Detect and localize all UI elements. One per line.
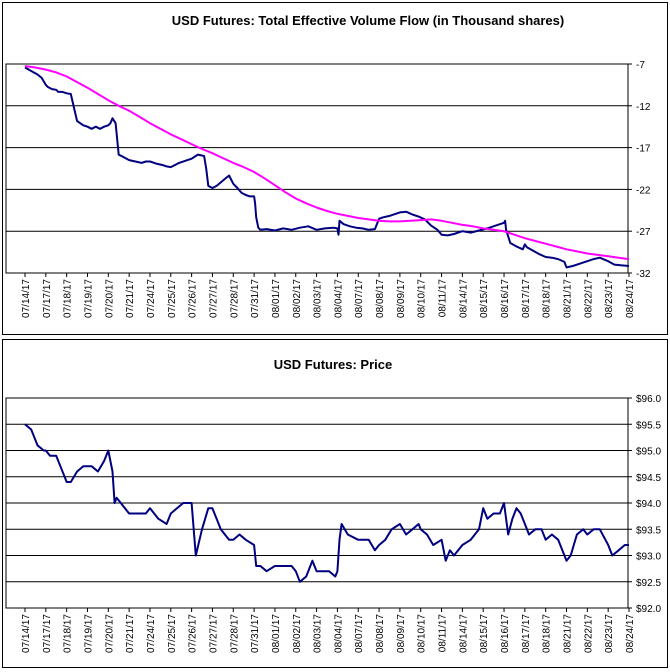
volume-flow-chart: USD Futures: Total Effective Volume Flow… — [5, 13, 651, 318]
x-tick-label: 08/16/17 — [500, 614, 511, 653]
x-tick-label: 07/20/17 — [104, 614, 115, 653]
x-tick-labels: 07/14/17 07/17/17 07/18/17 07/19/17 07/20/17… — [21, 608, 636, 653]
x-tick-label: 08/09/17 — [396, 279, 407, 318]
x-tick-label: 08/18/17 — [542, 279, 553, 318]
series-group — [24, 65, 630, 269]
x-tick-label: 08/10/17 — [417, 614, 428, 653]
x-tick-label: 08/11/17 — [438, 614, 449, 653]
chart-title: USD Futures: Price — [274, 357, 392, 372]
price-line — [24, 423, 629, 583]
x-tick-label: 07/31/17 — [250, 614, 261, 653]
price-chart-frame: USD Futures: Price $96.0 $95.5 $95.0 $94.5 $… — [2, 339, 668, 668]
y-tick-label: $93.0 — [636, 552, 661, 563]
x-tick-label: 07/31/17 — [250, 279, 261, 318]
volume-flow-chart-frame: USD Futures: Total Effective Volume Flow… — [2, 2, 668, 335]
x-tick-label: 08/23/17 — [604, 614, 615, 653]
x-tick-label: 07/17/17 — [42, 279, 53, 318]
y-tick-label: $96.0 — [636, 394, 661, 405]
x-tick-label: 07/19/17 — [83, 279, 94, 318]
x-tick-label: 07/14/17 — [21, 614, 32, 653]
y-tick-label: $94.5 — [636, 473, 661, 484]
x-tick-label: 08/21/17 — [563, 614, 574, 653]
x-tick-label: 07/17/17 — [42, 614, 53, 653]
x-tick-label: 08/17/17 — [521, 279, 532, 318]
x-tick-label: 07/21/17 — [125, 614, 136, 653]
x-tick-label: 07/18/17 — [63, 614, 74, 653]
y-tick-label: -12 — [636, 102, 651, 113]
price-chart: USD Futures: Price $96.0$95.5$95.0$94.5$… — [5, 357, 661, 653]
y-tick-label: $95.5 — [636, 420, 661, 431]
x-tick-label: 08/01/17 — [271, 614, 282, 653]
series-group — [24, 423, 629, 583]
y-tick-label: -17 — [636, 144, 651, 155]
y-tick-label: -22 — [636, 185, 651, 196]
x-tick-label: 08/21/17 — [563, 279, 574, 318]
y-tick-label: -7 — [636, 60, 645, 71]
x-tick-label: 08/14/17 — [458, 614, 469, 653]
x-tick-label: 07/28/17 — [229, 614, 240, 653]
x-tick-label: 07/24/17 — [146, 614, 157, 653]
x-tick-label: 07/14/17 — [21, 279, 32, 318]
volume_flow-line — [24, 66, 630, 269]
x-tick-label: 08/07/17 — [354, 279, 365, 318]
x-tick-label: 08/04/17 — [333, 614, 344, 653]
x-tick-label: 08/16/17 — [500, 279, 511, 318]
chart-title: USD Futures: Total Effective Volume Flow… — [172, 13, 564, 28]
x-tick-label: 07/24/17 — [146, 279, 157, 318]
y-tick-labels: $96.0 $95.5 $95.0 $94.5 $94.0 $93.5 $93.0 $92.5… — [628, 394, 661, 615]
x-tick-label: 07/20/17 — [104, 279, 115, 318]
x-tick-label: 08/09/17 — [396, 614, 407, 653]
y-tick-label: -27 — [636, 227, 651, 238]
x-tick-label: 07/26/17 — [188, 614, 199, 653]
moving_average-line — [24, 65, 630, 261]
x-tick-label: 07/25/17 — [167, 614, 178, 653]
grid-lines — [5, 397, 629, 609]
x-tick-label: 08/10/17 — [417, 279, 428, 318]
x-tick-label: 08/24/17 — [625, 614, 636, 653]
x-tick-label: 08/15/17 — [479, 614, 490, 653]
x-tick-label: 08/01/17 — [271, 279, 282, 318]
x-tick-label: 07/19/17 — [83, 614, 94, 653]
y-tick-label: $94.0 — [636, 499, 661, 510]
x-tick-label: 08/07/17 — [354, 614, 365, 653]
y-tick-label: $95.0 — [636, 447, 661, 458]
x-tick-label: 08/22/17 — [583, 279, 594, 318]
x-tick-label: 08/03/17 — [313, 279, 324, 318]
x-tick-label: 08/03/17 — [313, 614, 324, 653]
y-tick-labels: -7 -12 -17 -22 -27 -32 — [628, 60, 651, 280]
y-tick-label: $92.5 — [636, 578, 661, 589]
y-tick-label: $93.5 — [636, 525, 661, 536]
x-tick-labels: 07/14/17 07/17/17 07/18/17 07/19/17 07/20/17… — [21, 273, 636, 318]
x-tick-label: 07/25/17 — [167, 279, 178, 318]
x-tick-label: 07/18/17 — [63, 279, 74, 318]
x-tick-label: 07/26/17 — [188, 279, 199, 318]
x-tick-label: 08/22/17 — [583, 614, 594, 653]
x-tick-label: 08/08/17 — [375, 614, 386, 653]
x-tick-label: 07/28/17 — [229, 279, 240, 318]
y-tick-label: $92.0 — [636, 604, 661, 615]
x-tick-label: 08/02/17 — [292, 614, 303, 653]
x-tick-label: 08/14/17 — [458, 279, 469, 318]
x-tick-label: 08/18/17 — [542, 614, 553, 653]
x-tick-label: 08/02/17 — [292, 279, 303, 318]
x-tick-label: 08/24/17 — [625, 279, 636, 318]
x-tick-label: 07/27/17 — [208, 279, 219, 318]
x-tick-label: 08/15/17 — [479, 279, 490, 318]
x-tick-label: 08/04/17 — [333, 279, 344, 318]
x-tick-label: 08/11/17 — [438, 279, 449, 318]
x-tick-label: 08/17/17 — [521, 614, 532, 653]
x-tick-label: 07/21/17 — [125, 279, 136, 318]
x-tick-label: 08/08/17 — [375, 279, 386, 318]
y-tick-label: -32 — [636, 269, 651, 280]
x-tick-label: 08/23/17 — [604, 279, 615, 318]
x-tick-label: 07/27/17 — [208, 614, 219, 653]
